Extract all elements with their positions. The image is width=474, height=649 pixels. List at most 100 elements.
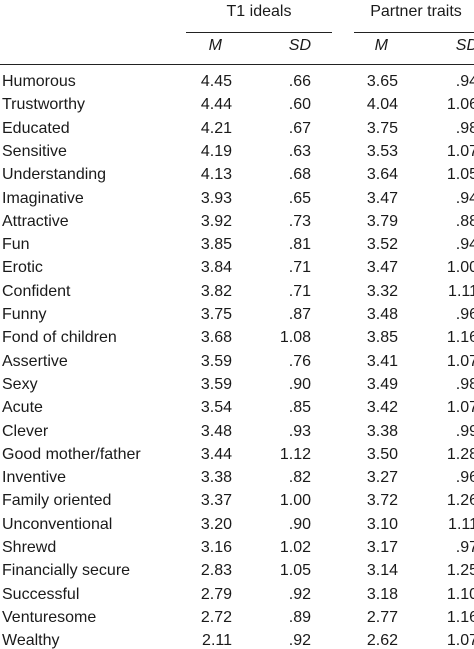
cell-value: 1.16 [446, 329, 474, 347]
row-label: Wealthy [2, 632, 60, 649]
cell-value: 1.00 [446, 259, 474, 277]
cell-value: 3.72 [366, 492, 398, 510]
column-header: M [208, 37, 222, 54]
cell-value: 1.11 [448, 282, 474, 300]
cell-value: 3.64 [366, 166, 398, 184]
cell-value: 1.25 [446, 562, 474, 580]
cell-value: .66 [288, 73, 311, 90]
group-rule [354, 32, 474, 33]
cell-value: 3.18 [366, 585, 398, 603]
cell-value: 1.07 [446, 142, 474, 160]
cell-value: 3.50 [366, 445, 398, 463]
cell-value: 3.14 [366, 562, 398, 580]
row-label: Financially secure [2, 562, 131, 580]
row-label: Venturesome [2, 608, 97, 626]
cell-value: .82 [288, 469, 311, 487]
cell-value: 3.93 [200, 189, 232, 207]
row-label: Educated [2, 119, 70, 137]
cell-value: .96 [455, 469, 474, 487]
cell-value: 3.65 [366, 73, 398, 90]
cell-value: 3.47 [366, 259, 398, 277]
cell-value: 1.02 [279, 539, 311, 556]
cell-value: 4.45 [200, 73, 232, 90]
cell-value: 3.27 [366, 469, 398, 487]
cell-value: 3.85 [200, 236, 232, 254]
cell-value: .71 [288, 282, 311, 300]
cell-value: 3.84 [200, 259, 232, 277]
cell-value: 1.05 [446, 166, 474, 184]
row-label: Fun [2, 236, 30, 254]
cell-value: 3.59 [200, 375, 232, 393]
cell-value: 3.17 [366, 539, 398, 556]
cell-value: 3.68 [200, 329, 232, 347]
cell-value: 3.75 [200, 306, 232, 323]
cell-value: .97 [455, 539, 474, 556]
row-label: Erotic [2, 259, 43, 277]
cell-value: .68 [288, 166, 311, 184]
cell-value: 4.19 [200, 142, 232, 160]
cell-value: .87 [288, 306, 311, 323]
cell-value: 3.42 [366, 399, 398, 417]
cell-value: .85 [288, 399, 311, 417]
row-label: Good mother/father [2, 445, 141, 463]
header-rule [0, 64, 474, 65]
cell-value: 1.26 [446, 492, 474, 510]
row-label: Humorous [2, 73, 76, 90]
column-header: SD [288, 37, 311, 54]
cell-value: .71 [288, 259, 311, 277]
row-label: Inventive [2, 469, 67, 487]
cell-value: .94 [455, 189, 474, 207]
cell-value: 1.16 [446, 608, 474, 626]
cell-value: 3.48 [366, 306, 398, 323]
cell-value: .63 [288, 142, 311, 160]
row-label: Imaginative [2, 189, 84, 207]
cell-value: 1.07 [446, 632, 474, 649]
cell-value: 3.47 [366, 189, 398, 207]
cell-value: 4.21 [200, 119, 232, 137]
cell-value: 2.11 [202, 632, 232, 649]
group-header: Partner traits [370, 3, 462, 20]
cell-value: .90 [288, 515, 311, 533]
row-label: Understanding [2, 166, 107, 184]
cell-value: .76 [288, 352, 311, 370]
row-label: Funny [2, 306, 47, 323]
cell-value: 1.05 [279, 562, 311, 580]
cell-value: 2.77 [366, 608, 398, 626]
cell-value: 3.75 [366, 119, 398, 137]
cell-value: 1.00 [279, 492, 311, 510]
cell-value: 3.44 [200, 445, 232, 463]
row-label: Shrewd [2, 539, 57, 556]
cell-value: 1.12 [279, 445, 311, 463]
cell-value: 3.52 [366, 236, 398, 254]
cell-value: 3.37 [200, 492, 232, 510]
cell-value: 1.07 [446, 352, 474, 370]
cell-value: .88 [455, 212, 474, 230]
cell-value: .98 [455, 119, 474, 137]
cell-value: 3.49 [366, 375, 398, 393]
cell-value: .67 [288, 119, 311, 137]
cell-value: .94 [455, 236, 474, 254]
cell-value: 4.13 [200, 166, 232, 184]
cell-value: .81 [288, 236, 311, 254]
cell-value: 1.06 [446, 96, 474, 114]
row-label: Successful [2, 585, 80, 603]
cell-value: .94 [455, 73, 474, 90]
row-label: Confident [2, 282, 71, 300]
cell-value: .73 [288, 212, 311, 230]
column-header: M [374, 37, 388, 54]
cell-value: .90 [288, 375, 311, 393]
cell-value: 3.20 [200, 515, 232, 533]
row-label: Fond of children [2, 329, 117, 347]
row-label: Assertive [2, 352, 68, 370]
cell-value: 3.41 [366, 352, 398, 370]
cell-value: 2.62 [366, 632, 398, 649]
row-label: Unconventional [2, 515, 113, 533]
cell-value: .65 [288, 189, 311, 207]
cell-value: .93 [288, 422, 311, 440]
cell-value: 3.16 [200, 539, 232, 556]
cell-value: 3.53 [366, 142, 398, 160]
cell-value: 3.92 [200, 212, 232, 230]
cell-value: 1.10 [446, 585, 474, 603]
cell-value: 2.79 [200, 585, 232, 603]
row-label: Trustworthy [2, 96, 85, 114]
